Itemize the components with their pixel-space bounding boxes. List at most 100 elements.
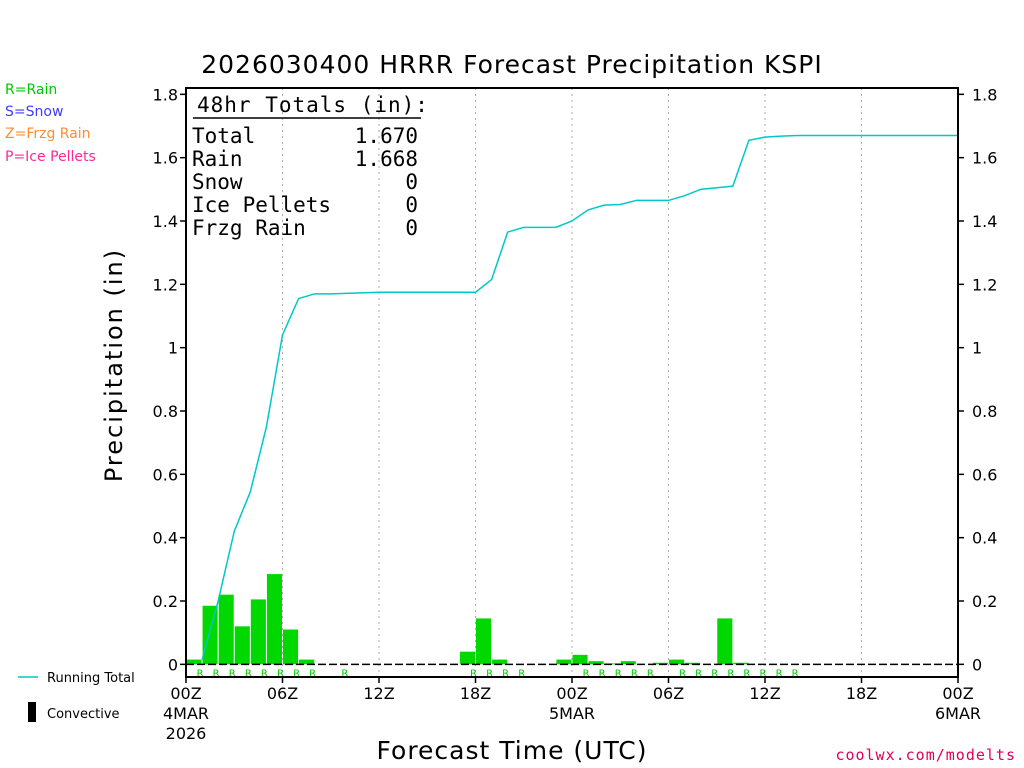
y-tick-label-left: 1.6 xyxy=(153,149,178,168)
totals-label-rain: Rain xyxy=(192,147,243,171)
precip-bar xyxy=(218,594,234,665)
y-tick-label-right: 1.4 xyxy=(972,212,997,231)
precip-bar xyxy=(459,651,475,665)
precip-bar xyxy=(299,659,315,665)
rain-marker: R xyxy=(213,668,220,679)
totals-value-frzg-rain: 0 xyxy=(405,216,418,240)
precip-bar xyxy=(556,659,572,665)
rain-marker: R xyxy=(229,668,236,679)
convective-legend-swatch xyxy=(28,702,36,722)
rain-marker: R xyxy=(679,668,686,679)
totals-value-snow: 0 xyxy=(405,170,418,194)
precip-bar xyxy=(685,662,701,665)
convective-legend-label: Convective xyxy=(47,707,120,722)
x-tick-date: 5MAR xyxy=(549,704,595,723)
y-tick-label-right: 1.2 xyxy=(972,275,997,294)
y-tick-label-right: 1 xyxy=(972,339,982,358)
rain-marker: R xyxy=(776,668,783,679)
running-total-series xyxy=(201,134,958,660)
precip-bar xyxy=(717,618,733,665)
chart-title: 2026030400 HRRR Forecast Precipitation K… xyxy=(201,50,823,79)
y-tick-label-left: 0.2 xyxy=(153,592,178,611)
credit-link[interactable]: coolwx.com/modelts xyxy=(835,746,1016,764)
precip-bar xyxy=(476,618,492,665)
y-tick-label-right: 0.8 xyxy=(972,402,997,421)
y-tick-label-right: 0.4 xyxy=(972,529,997,548)
precip-bar xyxy=(572,654,588,665)
precip-bar xyxy=(202,605,218,665)
x-tick-year: 2026 xyxy=(166,724,207,743)
precip-bar xyxy=(652,662,668,665)
totals-label-ice-pellets: Ice Pellets xyxy=(192,193,331,217)
precip-bar xyxy=(283,629,299,665)
rain-marker: R xyxy=(727,668,734,679)
y-tick-label-right: 0.2 xyxy=(972,592,997,611)
rain-marker: R xyxy=(615,668,622,679)
precip-bar xyxy=(492,659,508,665)
y-tick-label-left: 1 xyxy=(168,339,178,358)
x-tick-label: 00Z xyxy=(170,684,201,703)
rain-marker: R xyxy=(245,668,252,679)
totals-label-snow: Snow xyxy=(192,170,243,194)
precip-bar xyxy=(669,659,685,665)
rain-marker: R xyxy=(486,668,493,679)
y-tick-label-left: 1.2 xyxy=(153,275,178,294)
totals-box: 48hr Totals (in): Total 1.670 Rain 1.668… xyxy=(192,93,428,240)
legend-snow: S=Snow xyxy=(5,104,64,120)
y-tick-label-left: 0.4 xyxy=(153,529,178,548)
legend-frzg-rain: Z=Frzg Rain xyxy=(5,126,91,142)
y-tick-label-left: 1.8 xyxy=(153,85,178,104)
y-tick-label-right: 1.8 xyxy=(972,85,997,104)
y-tick-label-left: 0.8 xyxy=(153,402,178,421)
x-tick-label: 00Z xyxy=(556,684,587,703)
x-tick-label: 12Z xyxy=(749,684,780,703)
rain-marker: R xyxy=(647,668,654,679)
precip-bar xyxy=(234,626,250,665)
precip-bar xyxy=(604,663,620,665)
totals-label-total: Total xyxy=(192,124,255,148)
legend-ice-pellets: P=Ice Pellets xyxy=(5,149,96,165)
y-tick-label-right: 1.6 xyxy=(972,149,997,168)
x-tick-label: 06Z xyxy=(653,684,684,703)
running-total-line xyxy=(201,134,958,660)
x-tick-label: 18Z xyxy=(460,684,491,703)
y-axis: 0 00.2 0.20.4 0.40.6 0.60.8 0.81 11.2 1.21.4 1.4… xyxy=(153,85,998,674)
running-total-legend-label: Running Total xyxy=(47,671,135,686)
precip-bar xyxy=(733,662,749,665)
rain-marker: R xyxy=(599,668,606,679)
y-tick-label-left: 0.6 xyxy=(153,465,178,484)
precip-bar xyxy=(266,574,282,665)
totals-value-total: 1.670 xyxy=(355,124,418,148)
grid xyxy=(282,88,862,677)
y-axis-label: Precipitation (in) xyxy=(100,248,128,482)
rain-marker: R xyxy=(261,668,268,679)
totals-value-rain: 1.668 xyxy=(355,147,418,171)
x-tick-label: 00Z xyxy=(942,684,973,703)
x-tick-label: 06Z xyxy=(267,684,298,703)
x-tick-date: 4MAR xyxy=(163,704,209,723)
precip-bar xyxy=(588,661,604,665)
x-tick-label: 18Z xyxy=(846,684,877,703)
rain-marker: R xyxy=(341,668,348,679)
x-tick-label: 12Z xyxy=(363,684,394,703)
precip-bar xyxy=(250,599,266,665)
rain-marker: R xyxy=(631,668,638,679)
rain-marker: R xyxy=(518,668,525,679)
y-tick-label-right: 0.6 xyxy=(972,465,997,484)
rain-marker: R xyxy=(293,668,300,679)
rain-marker: R xyxy=(470,668,477,679)
rain-marker: R xyxy=(583,668,590,679)
precip-bar xyxy=(186,659,202,665)
x-axis-label: Forecast Time (UTC) xyxy=(377,736,648,765)
rain-marker: R xyxy=(309,668,316,679)
legend-rain: R=Rain xyxy=(5,82,58,98)
precip-bars xyxy=(186,574,749,665)
totals-value-ice-pellets: 0 xyxy=(405,193,418,217)
x-tick-date: 6MAR xyxy=(935,704,981,723)
rain-marker: R xyxy=(695,668,702,679)
totals-label-frzg-rain: Frzg Rain xyxy=(192,216,306,240)
rain-marker: R xyxy=(743,668,750,679)
